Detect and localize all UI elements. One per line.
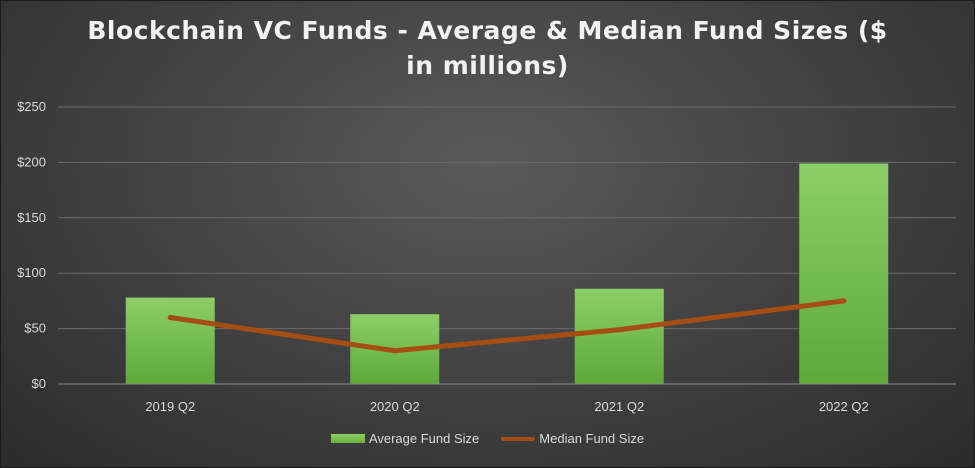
legend-swatch-bar <box>330 434 365 443</box>
x-tick-label: 2019 Q2 <box>145 399 195 414</box>
y-tick-label: $0 <box>32 376 46 391</box>
line-median-fund-size <box>167 298 847 354</box>
legend-item-median: Median Fund Size <box>501 431 644 446</box>
x-tick-label: 2022 Q2 <box>819 399 869 414</box>
y-tick-label: $100 <box>17 265 46 280</box>
point-median-fund-size <box>392 348 398 354</box>
point-median-fund-size <box>841 298 847 304</box>
y-tick-label: $250 <box>17 99 46 114</box>
x-tick-label: 2021 Q2 <box>594 399 644 414</box>
legend-swatch-line <box>501 436 536 441</box>
y-tick-label: $150 <box>17 210 46 225</box>
chart-title: Blockchain VC Funds - Average & Median F… <box>1 13 974 83</box>
chart-title-line-2: in millions) <box>406 51 569 80</box>
point-median-fund-size <box>167 315 173 321</box>
bar-average-fund-size <box>799 163 889 384</box>
y-tick-label: $50 <box>24 321 46 336</box>
bar-average-fund-size <box>125 297 215 384</box>
legend-item-average: Average Fund Size <box>330 431 480 446</box>
y-tick-label: $200 <box>17 154 46 169</box>
legend-label-average: Average Fund Size <box>368 431 480 446</box>
bar-average-fund-size <box>574 288 664 384</box>
legend-label-median: Median Fund Size <box>539 431 645 446</box>
x-tick-label: 2020 Q2 <box>370 399 420 414</box>
chart-title-line-1: Blockchain VC Funds - Average & Median F… <box>87 16 888 45</box>
point-median-fund-size <box>616 327 622 333</box>
legend: Average Fund Size Median Fund Size <box>1 431 974 446</box>
